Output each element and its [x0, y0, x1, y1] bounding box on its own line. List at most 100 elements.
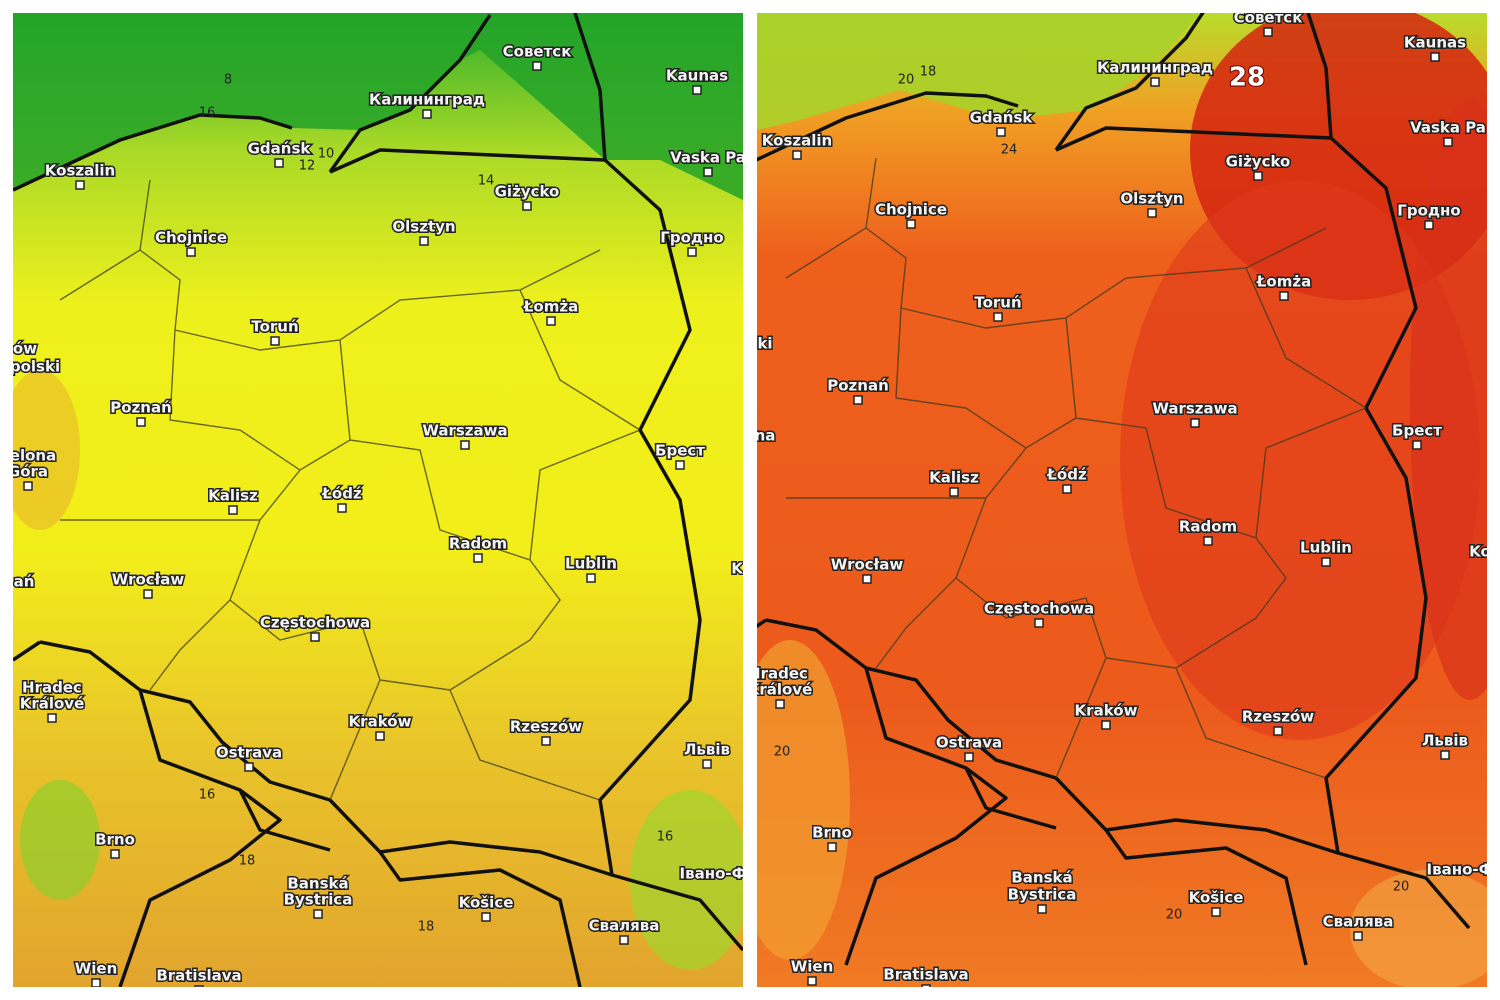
city-label: Wrocław	[831, 556, 904, 574]
city-marker	[1253, 171, 1263, 181]
contour-label: 10	[318, 147, 335, 162]
city-label: Калининград	[369, 91, 485, 109]
city-label: Częstochowa	[984, 600, 1094, 618]
city-label: Wrocław	[112, 571, 185, 589]
city-label: Brno	[812, 824, 852, 842]
city-label: Łódź	[321, 485, 362, 503]
contour-label: 12	[299, 159, 316, 174]
city-label: Banská	[1011, 869, 1072, 887]
city-marker	[522, 201, 532, 211]
city-marker	[964, 752, 974, 762]
contour-label: 18	[920, 65, 937, 80]
city-label: Свалява	[1323, 913, 1394, 931]
contour-label: 24	[1001, 143, 1018, 158]
city-marker	[1034, 618, 1044, 628]
city-label: polski	[10, 358, 60, 376]
city-marker	[419, 236, 429, 246]
city-label: Kaunas	[666, 67, 728, 85]
city-marker	[194, 985, 204, 987]
city-label: Brno	[95, 831, 135, 849]
city-marker	[1353, 931, 1363, 941]
city-marker	[422, 109, 432, 119]
city-marker	[186, 247, 196, 257]
city-label: Bystrica	[1008, 886, 1077, 904]
city-label: Львів	[1422, 732, 1468, 750]
city-label: na	[755, 427, 776, 445]
city-label: Bratislava	[883, 966, 968, 984]
city-label: Kaunas	[1404, 34, 1466, 52]
city-marker	[1321, 557, 1331, 567]
city-marker	[310, 632, 320, 642]
contour-label: 14	[478, 174, 495, 189]
city-label: Hradec	[22, 679, 82, 697]
city-label: Radom	[1179, 518, 1237, 536]
city-marker	[853, 395, 863, 405]
city-marker	[827, 842, 837, 852]
city-label: Wien	[75, 960, 118, 978]
city-label: Rzeszów	[510, 718, 582, 736]
city-label: Chojnice	[155, 229, 227, 247]
city-label: Olsztyn	[1120, 190, 1183, 208]
city-marker	[619, 935, 629, 945]
contour-label: 28	[1229, 63, 1265, 93]
city-label: K	[731, 560, 744, 578]
city-marker	[1424, 220, 1434, 230]
city-label: Poznań	[110, 399, 172, 417]
city-label: Kraków	[1075, 702, 1138, 720]
city-marker	[1211, 907, 1221, 917]
city-label: Івано-Ф	[680, 865, 747, 883]
city-marker	[687, 247, 697, 257]
city-marker	[460, 440, 470, 450]
city-label: Львів	[684, 741, 730, 759]
city-label: Olsztyn	[392, 218, 455, 236]
right-panel: 28 20 18 24 20 20 20 Советск Kaunas Калининград Gd…	[755, 9, 1491, 987]
city-marker	[692, 85, 702, 95]
city-marker	[1412, 440, 1422, 450]
city-label: Łomża	[1256, 273, 1311, 291]
city-marker	[1147, 208, 1157, 218]
city-marker	[91, 978, 101, 987]
city-marker	[228, 505, 238, 515]
city-marker	[1037, 904, 1047, 914]
city-label: Košice	[1189, 889, 1244, 907]
city-label: Banská	[287, 875, 348, 893]
city-marker	[337, 503, 347, 513]
city-label: Vaska Pa	[1410, 119, 1486, 137]
city-marker	[1203, 536, 1213, 546]
city-label: Kraków	[349, 713, 412, 731]
city-marker	[274, 158, 284, 168]
city-marker	[1190, 418, 1200, 428]
city-label: elona	[10, 447, 56, 465]
city-label: ań	[14, 573, 35, 591]
city-label: Giżycko	[495, 183, 560, 201]
city-label: Lublin	[565, 555, 617, 573]
city-marker	[136, 417, 146, 427]
contour-label: 20	[1166, 908, 1183, 923]
city-marker	[541, 736, 551, 746]
contour-label: 20	[774, 745, 791, 760]
city-label: Rzeszów	[1242, 708, 1314, 726]
city-marker	[1062, 484, 1072, 494]
city-marker	[1273, 726, 1283, 736]
city-label: Wien	[791, 958, 834, 976]
city-label: Gdańsk	[970, 109, 1034, 127]
city-marker	[993, 312, 1003, 322]
city-marker	[675, 460, 685, 470]
city-label: Советск	[1234, 9, 1303, 27]
city-marker	[75, 180, 85, 190]
city-label: Giżycko	[1226, 153, 1291, 171]
city-marker	[1440, 750, 1450, 760]
city-marker	[47, 713, 57, 723]
city-label: ów	[13, 340, 37, 358]
city-label: Гродно	[660, 229, 723, 247]
city-label: Warszawa	[422, 422, 507, 440]
city-label: Свалява	[589, 917, 660, 935]
city-marker	[1101, 720, 1111, 730]
city-marker	[703, 167, 713, 177]
city-marker	[949, 487, 959, 497]
city-marker	[270, 336, 280, 346]
city-marker	[702, 759, 712, 769]
city-label: Ko	[1469, 543, 1491, 561]
